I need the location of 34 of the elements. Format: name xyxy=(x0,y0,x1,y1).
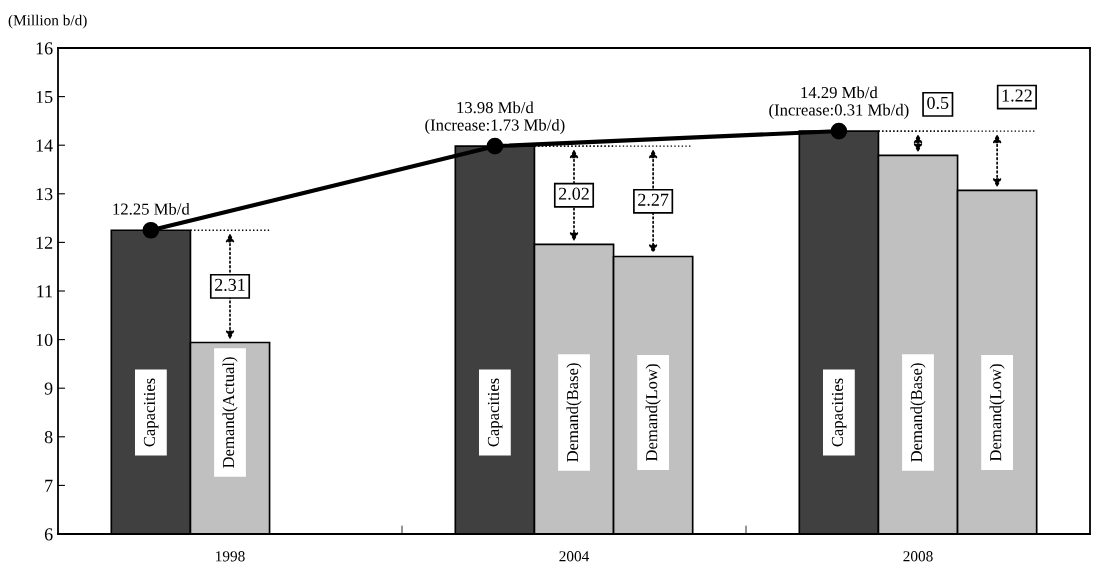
data-label: Demand(Actual) xyxy=(222,357,238,469)
y-tick-label: 7 xyxy=(45,479,53,492)
data-label: Capacities xyxy=(143,378,159,447)
point xyxy=(142,221,160,239)
data-label: Demand(Low) xyxy=(989,364,1005,462)
data-label: 12.25 Mb/d xyxy=(113,202,190,215)
y-tick-label: 14 xyxy=(36,139,53,152)
annotation: 2.31 xyxy=(214,278,245,291)
annotation: 1.22 xyxy=(1002,89,1032,102)
y-axis-title: (Million b/d) xyxy=(8,14,87,29)
data-label: Capacities xyxy=(487,378,503,447)
x-tick-label: 1998 xyxy=(216,551,245,562)
y-tick-label: 15 xyxy=(36,90,53,104)
data-label: 14.29 Mb/d (Increase:0.31 Mb/d) xyxy=(769,86,909,119)
y-tick-label: 16 xyxy=(36,42,53,55)
data-label: Demand(Base) xyxy=(910,363,926,462)
y-tick-label: 6 xyxy=(44,528,53,541)
y-tick-label: 13 xyxy=(36,188,53,201)
x-tick-label: 2004 xyxy=(559,551,590,562)
data-label: Demand(Low) xyxy=(645,364,661,462)
y-tick-label: 8 xyxy=(44,431,53,444)
annotation: 2.02 xyxy=(558,187,589,200)
annotation: 2.27 xyxy=(638,193,669,206)
data-label: Demand(Base) xyxy=(566,363,582,462)
y-tick-label: 9 xyxy=(44,382,53,395)
point xyxy=(830,122,848,140)
y-tick-label: 10 xyxy=(36,333,53,347)
x-tick-label: 2008 xyxy=(903,551,933,562)
y-tick-label: 11 xyxy=(37,285,53,298)
point xyxy=(486,137,504,155)
data-label: 13.98 Mb/d (Increase:1.73 Mb/d) xyxy=(425,101,565,135)
y-tick-label: 12 xyxy=(36,236,53,249)
data-label: Capacities xyxy=(831,378,847,447)
annotation: 0.5 xyxy=(927,96,949,109)
